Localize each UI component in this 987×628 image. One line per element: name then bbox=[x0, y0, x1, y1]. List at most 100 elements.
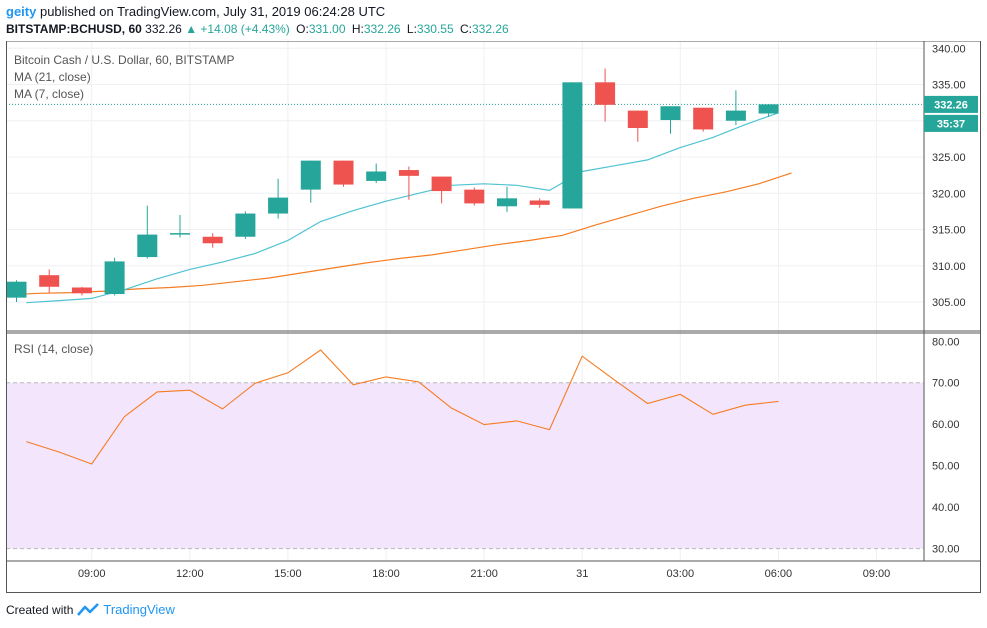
close-label: C: bbox=[459, 22, 472, 36]
candle-body bbox=[137, 234, 158, 258]
candle-body bbox=[627, 110, 648, 128]
chart-title: Bitcoin Cash / U.S. Dollar, 60, BITSTAMP bbox=[14, 53, 235, 67]
time-tick-label: 06:00 bbox=[765, 568, 793, 580]
candle[interactable] bbox=[333, 160, 354, 187]
candle[interactable] bbox=[268, 178, 289, 219]
candle-body bbox=[235, 213, 256, 237]
candle-body bbox=[431, 176, 452, 192]
candle[interactable] bbox=[300, 160, 321, 203]
price-tick-label: 325.00 bbox=[932, 152, 966, 164]
candle[interactable] bbox=[170, 215, 190, 238]
candle-body bbox=[333, 160, 354, 185]
candle-body bbox=[268, 197, 289, 214]
countdown-tag bbox=[924, 114, 978, 132]
created-with-label: Created with bbox=[6, 602, 74, 617]
high-value: 332.26 bbox=[363, 22, 401, 36]
candle-body bbox=[529, 200, 550, 205]
candle[interactable] bbox=[693, 107, 714, 132]
candle-body bbox=[497, 198, 517, 207]
candle[interactable] bbox=[366, 163, 387, 184]
candle-body bbox=[725, 110, 746, 121]
candle-body bbox=[104, 261, 125, 295]
candle[interactable] bbox=[627, 110, 648, 142]
low-value: 330.55 bbox=[416, 22, 454, 36]
time-tick-label: 03:00 bbox=[667, 568, 695, 580]
low-label: L: bbox=[406, 22, 417, 36]
candle[interactable] bbox=[39, 269, 60, 293]
time-tick-label: 21:00 bbox=[470, 568, 498, 580]
time-tick-label: 18:00 bbox=[372, 568, 400, 580]
author-name[interactable]: geity bbox=[6, 4, 37, 19]
current-price-label: 332.26 bbox=[934, 99, 968, 111]
price-tick-label: 320.00 bbox=[932, 188, 966, 200]
candle[interactable] bbox=[137, 205, 158, 259]
candle-body bbox=[693, 107, 714, 130]
candle-body bbox=[71, 287, 92, 294]
price-chart[interactable]: 09:00 12:00 15:00 18:00 21:00 31 03:00 06:00 09:… bbox=[6, 41, 981, 593]
time-tick-label: 12:00 bbox=[176, 568, 204, 580]
candle-body bbox=[202, 236, 223, 244]
candle[interactable] bbox=[497, 186, 517, 213]
rsi-legend: RSI (14, close) bbox=[14, 342, 93, 356]
candle[interactable] bbox=[758, 104, 779, 117]
candle[interactable] bbox=[464, 187, 485, 206]
candle-body bbox=[366, 171, 387, 181]
ma7-legend: MA (7, close) bbox=[14, 87, 84, 101]
chart-container[interactable]: 09:00 12:00 15:00 18:00 21:00 31 03:00 06:00 09:… bbox=[6, 41, 981, 593]
countdown-label: 35:37 bbox=[937, 118, 965, 130]
rsi-tick-label: 50.00 bbox=[932, 461, 960, 473]
candle[interactable] bbox=[104, 257, 125, 296]
ma21-line bbox=[6, 172, 792, 296]
close-value: 332.26 bbox=[471, 22, 509, 36]
candle-body bbox=[562, 82, 583, 209]
tradingview-link[interactable]: TradingView bbox=[103, 602, 175, 617]
candle-body bbox=[595, 82, 616, 105]
candle[interactable] bbox=[398, 166, 419, 200]
symbol-label: BITSTAMP:BCHUSD, 60 bbox=[6, 22, 142, 36]
time-tick-label: 09:00 bbox=[863, 568, 891, 580]
price-tick-label: 335.00 bbox=[932, 80, 966, 92]
price-tick-label: 305.00 bbox=[932, 297, 966, 309]
ohlc-header: BITSTAMP:BCHUSD, 60 332.26 ▲ +14.08 (+4.… bbox=[6, 22, 509, 36]
publish-info: geity published on TradingView.com, July… bbox=[6, 4, 385, 19]
candle-body bbox=[464, 189, 485, 204]
time-tick-label: 09:00 bbox=[78, 568, 106, 580]
ma7-line bbox=[26, 112, 779, 304]
rsi-tick-label: 40.00 bbox=[932, 502, 960, 514]
rsi-line bbox=[26, 349, 779, 465]
rsi-tick-label: 30.00 bbox=[932, 544, 960, 556]
published-text: published on TradingView.com, July 31, 2… bbox=[39, 4, 386, 19]
candle-body bbox=[758, 104, 779, 114]
candle[interactable] bbox=[562, 82, 583, 209]
candle-body bbox=[300, 160, 321, 190]
rsi-tick-label: 80.00 bbox=[932, 336, 960, 348]
price-tag bbox=[924, 95, 978, 113]
time-tick-label: 15:00 bbox=[274, 568, 302, 580]
candle-body bbox=[398, 170, 419, 176]
open-value: 331.00 bbox=[308, 22, 346, 36]
high-label: H: bbox=[351, 22, 364, 36]
price-tick-label: 315.00 bbox=[932, 225, 966, 237]
candle-body bbox=[6, 281, 27, 298]
tradingview-logo-icon bbox=[77, 602, 100, 616]
candle[interactable] bbox=[431, 176, 452, 204]
candle[interactable] bbox=[529, 198, 550, 208]
candle[interactable] bbox=[595, 68, 616, 122]
time-tick-label: 31 bbox=[576, 568, 588, 580]
candle[interactable] bbox=[660, 106, 681, 134]
candle[interactable] bbox=[202, 233, 223, 248]
open-label: O: bbox=[296, 22, 309, 36]
ma21-legend: MA (21, close) bbox=[14, 70, 91, 84]
candle[interactable] bbox=[6, 280, 27, 302]
candle[interactable] bbox=[725, 90, 746, 126]
price-tick-label: 340.00 bbox=[932, 43, 966, 55]
footer: Created with TradingView bbox=[6, 602, 175, 617]
price-tick-label: 310.00 bbox=[932, 261, 966, 273]
last-price: 332.26 bbox=[145, 22, 182, 36]
rsi-band bbox=[6, 382, 924, 549]
rsi-tick-label: 60.00 bbox=[932, 419, 960, 431]
candle-body bbox=[170, 233, 190, 235]
price-change: ▲ +14.08 (+4.43%) bbox=[185, 22, 290, 36]
candle[interactable] bbox=[235, 211, 256, 239]
candle[interactable] bbox=[71, 286, 92, 296]
